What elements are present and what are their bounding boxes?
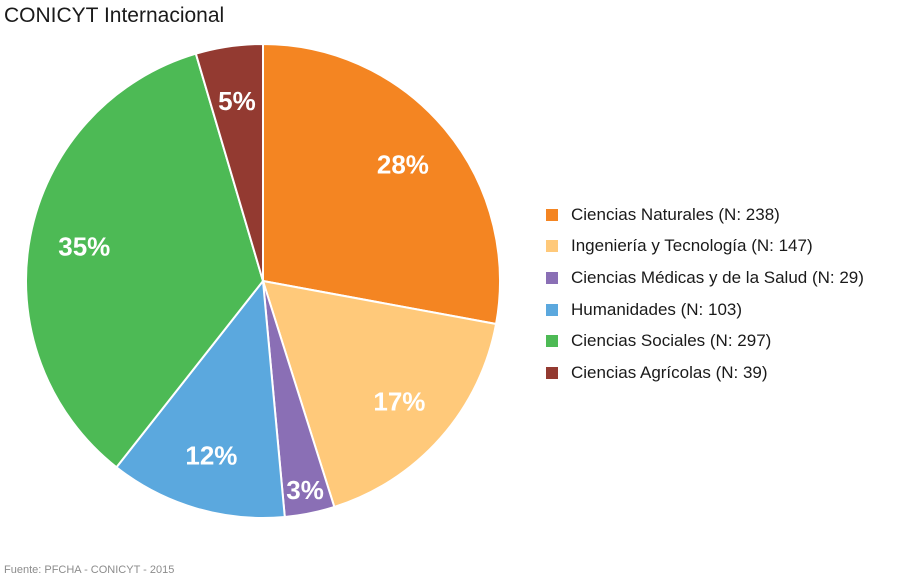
legend: Ciencias Naturales (N: 238) Ingeniería y … xyxy=(546,199,864,389)
legend-swatch xyxy=(546,208,558,221)
legend-item: Ciencias Agrícolas (N: 39) xyxy=(546,357,864,389)
legend-label: Ciencias Naturales (N: 238) xyxy=(571,204,780,224)
pie-label-ingenieria-y-tecnologia: 17% xyxy=(373,387,425,417)
pie-slice-ingenieria-y-tecnologia xyxy=(261,279,498,509)
legend-item: Ciencias Médicas y de la Salud (N: 29) xyxy=(546,262,864,294)
pie-label-humanidades: 12% xyxy=(185,441,237,471)
pie-slice-ciencias-naturales xyxy=(262,42,501,326)
legend-swatch xyxy=(546,240,558,253)
pie-slices xyxy=(24,42,501,519)
pie-slice-ciencias-sociales xyxy=(24,52,265,469)
pie-label-ciencias-naturales: 28% xyxy=(377,150,429,180)
pie-slice-ciencias-agricolas xyxy=(194,42,264,282)
legend-item: Humanidades (N: 103) xyxy=(546,294,864,326)
legend-item: Ingeniería y Tecnología (N: 147) xyxy=(546,231,864,263)
legend-label: Humanidades (N: 103) xyxy=(571,299,743,319)
legend-label: Ciencias Médicas y de la Salud (N: 29) xyxy=(571,267,864,287)
pie-label-ciencias-sociales: 35% xyxy=(58,232,110,262)
legend-item: Ciencias Sociales (N: 297) xyxy=(546,325,864,357)
legend-swatch xyxy=(546,271,558,284)
legend-item: Ciencias Naturales (N: 238) xyxy=(546,199,864,231)
pie-label-ciencias-agricolas: 5% xyxy=(218,86,256,116)
chart-title: CONICYT Internacional xyxy=(4,4,225,27)
legend-label: Ingeniería y Tecnología (N: 147) xyxy=(571,236,813,256)
legend-swatch xyxy=(546,303,558,316)
legend-label: Ciencias Sociales (N: 297) xyxy=(571,331,772,351)
pie-slice-humanidades xyxy=(115,278,286,519)
pie-labels: 28% 17% 3% 12% 35% 5% xyxy=(58,86,429,505)
legend-swatch xyxy=(546,366,558,379)
legend-swatch xyxy=(546,335,558,348)
source-note: Fuente: PFCHA - CONICYT - 2015 xyxy=(4,564,175,576)
legend-label: Ciencias Agrícolas (N: 39) xyxy=(571,362,768,382)
pie-label-ciencias-medicas-y-de-la-salud: 3% xyxy=(286,475,324,505)
